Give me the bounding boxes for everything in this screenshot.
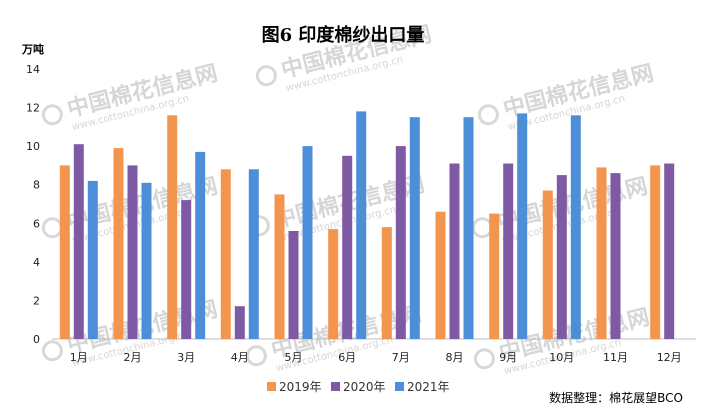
bar-2019年-8月 [435,211,446,339]
x-tick-label: 12月 [657,351,682,364]
legend-swatch [331,382,340,391]
watermark-logo-icon [477,104,499,126]
bar-2020年-9月 [503,163,514,339]
legend-label: 2021年 [407,380,450,394]
bar-2019年-4月 [220,169,231,339]
bar-2021年-7月 [409,117,420,339]
watermark-logo-icon [245,345,267,367]
chart-title: 图6 印度棉纱出口量 [262,24,425,46]
y-tick-label: 14 [26,63,40,76]
bar-2020年-2月 [127,165,138,339]
bar-2020年-1月 [73,144,84,339]
legend-swatch [267,382,276,391]
y-tick-label: 2 [33,294,40,307]
bar-2020年-3月 [181,200,192,339]
bar-2019年-5月 [274,194,285,339]
bar-2019年-10月 [542,190,553,339]
legend-label: 2019年 [279,380,322,394]
x-tick-label: 5月 [285,351,303,364]
x-tick-label: 7月 [392,351,410,364]
bar-2019年-9月 [489,213,500,339]
bar-2020年-6月 [342,155,353,339]
bar-2021年-4月 [248,169,259,339]
bar-2020年-4月 [234,306,245,339]
bar-2021年-5月 [302,146,313,339]
y-tick-label: 10 [26,140,40,153]
bars [59,111,675,340]
watermark-logo-icon [255,65,277,87]
x-tick-label: 9月 [499,351,517,364]
bar-2019年-6月 [328,229,339,339]
y-axis-unit: 万吨 [21,42,44,56]
bar-2020年-5月 [288,231,299,339]
bar-2021年-3月 [195,151,206,339]
legend: 2019年 2020年 2021年 [267,380,450,394]
bar-2021年-2月 [141,182,152,339]
bar-2021年-8月 [463,117,474,339]
x-tick-label: 1月 [70,351,88,364]
bar-2019年-1月 [59,165,70,339]
bar-2020年-8月 [449,163,460,339]
bar-2019年-2月 [113,148,124,339]
x-tick-label: 4月 [231,351,249,364]
bar-2020年-10月 [556,175,567,339]
legend-label: 2020年 [343,380,386,394]
bar-2020年-11月 [610,173,621,339]
bar-2021年-9月 [517,113,528,340]
bar-2021年-10月 [570,115,581,339]
watermark-logo-icon [473,348,495,370]
x-tick-label: 11月 [603,351,628,364]
watermark-logo-icon [41,340,63,362]
bar-2020年-7月 [395,146,406,339]
bar-2019年-12月 [650,165,661,339]
y-tick-label: 0 [33,333,40,346]
y-tick-label: 12 [26,102,40,115]
x-axis: 1月 2月 3月 4月 5月 6月 7月 8月 9月 10月 11月 12月 [70,351,682,364]
x-tick-label: 2月 [124,351,142,364]
watermark-logo-icon [41,104,63,126]
source-note: 数据整理：棉花展望BCO [549,390,683,405]
bar-2019年-3月 [167,115,178,339]
bar-2021年-1月 [87,180,98,339]
y-tick-label: 6 [33,217,40,230]
bar-2019年-11月 [596,167,607,339]
bar-2019年-7月 [381,227,392,339]
y-axis: 0 2 4 6 8 10 12 14 [26,63,40,346]
y-tick-label: 8 [33,179,40,192]
x-tick-label: 10月 [549,351,574,364]
bar-2021年-6月 [356,111,367,340]
x-tick-label: 8月 [446,351,464,364]
bar-2020年-12月 [664,163,675,339]
x-tick-label: 6月 [338,351,356,364]
x-tick-label: 3月 [177,351,195,364]
y-tick-label: 4 [33,256,40,269]
legend-swatch [395,382,404,391]
